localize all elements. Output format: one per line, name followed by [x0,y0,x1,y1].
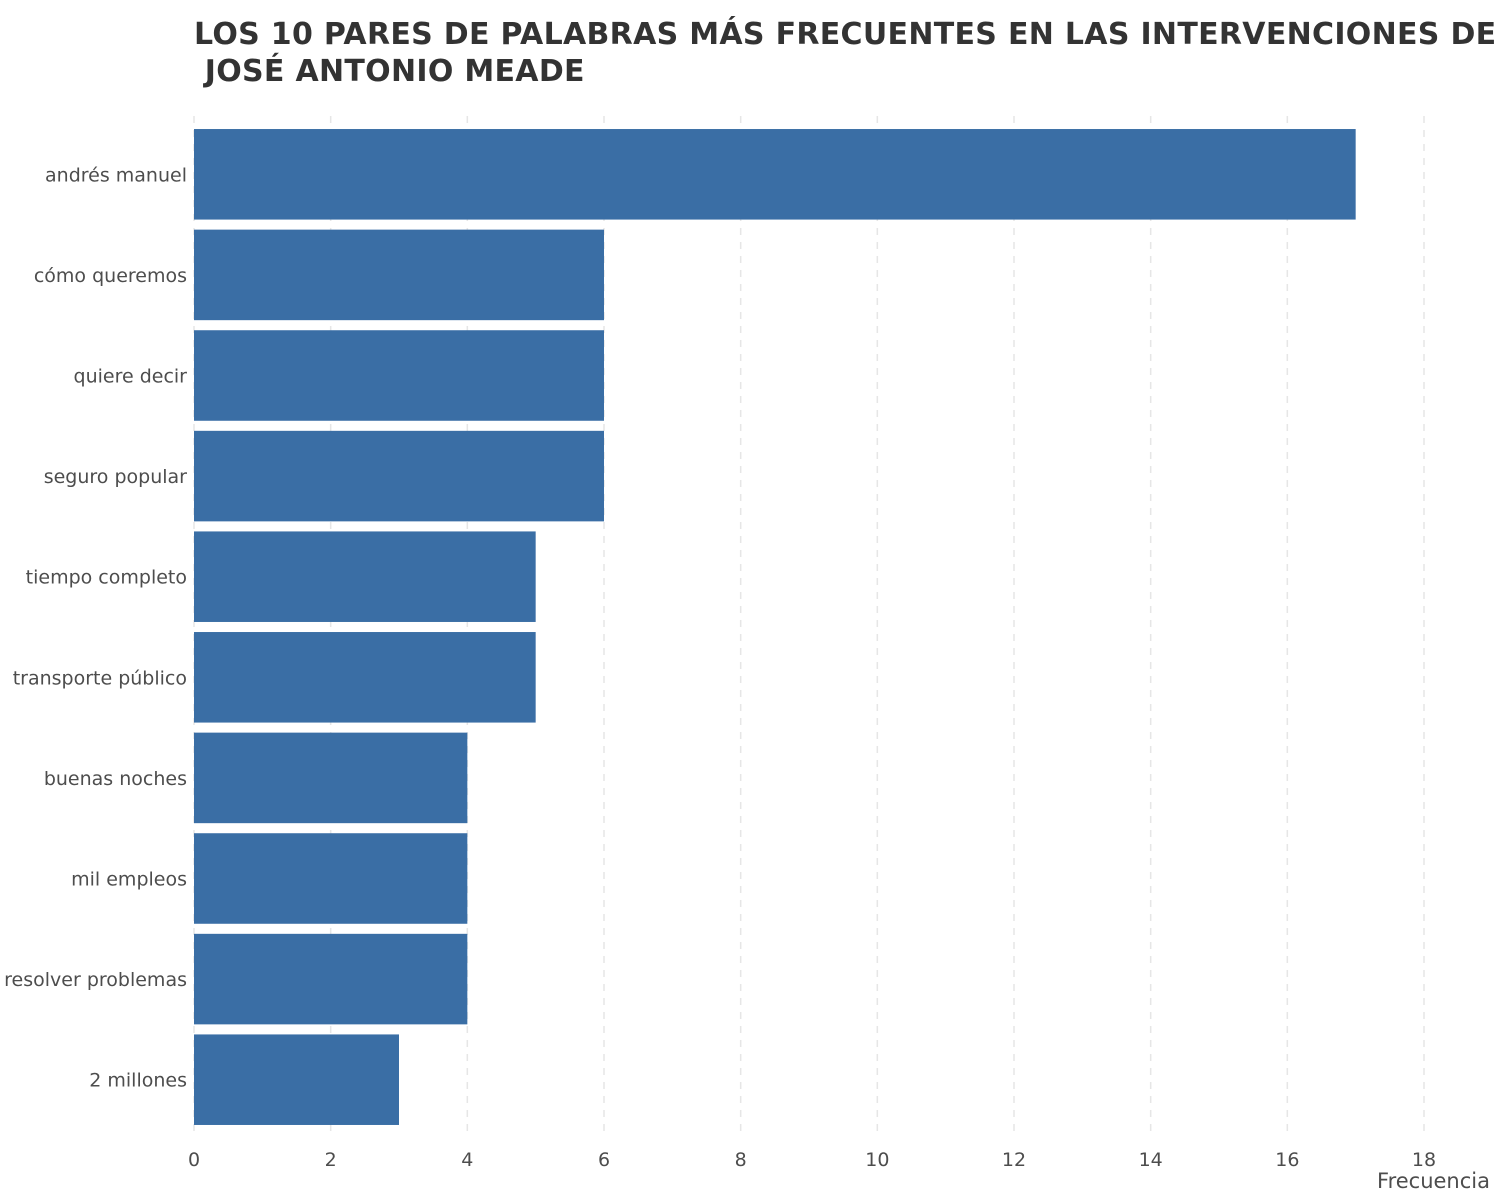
x-tick-label: 16 [1275,1149,1299,1171]
x-tick-label: 14 [1139,1149,1163,1171]
chart-title-line-2: JOSÉ ANTONIO MEADE [194,54,585,89]
x-tick-label: 2 [325,1149,337,1171]
chart-title-line-1: LOS 10 PARES DE PALABRAS MÁS FRECUENTES … [194,17,1497,52]
category-label: resolver problemas [4,969,187,991]
bar [194,1034,399,1125]
bars [194,129,1356,1125]
category-label: 2 millones [89,1070,187,1092]
category-label: mil empleos [71,869,187,891]
bar [194,330,604,421]
bar [194,732,468,824]
category-label: transporte público [13,667,187,689]
bar [194,531,536,622]
category-label: tiempo completo [26,567,187,589]
category-label: andrés manuel [45,164,187,186]
category-label: seguro popular [44,466,187,488]
chart-title: LOS 10 PARES DE PALABRAS MÁS FRECUENTES … [194,16,1497,90]
category-label: quiere decir [74,366,188,388]
x-tick-label: 0 [188,1149,200,1171]
bar [194,632,536,723]
x-tick-label: 12 [1002,1149,1026,1171]
category-label: cómo queremos [34,265,187,287]
category-labels: andrés manuel cómo queremos quiere decir se… [4,164,187,1091]
x-tick-labels: 0 2 4 6 8 10 12 14 16 18 [188,1149,1436,1171]
bar [194,129,1356,220]
x-tick-label: 10 [865,1149,889,1171]
bar [194,430,604,522]
category-label: buenas noches [44,768,187,790]
x-tick-label: 6 [598,1149,610,1171]
x-axis-title: Frecuencia [1377,1169,1490,1193]
bar [194,933,468,1025]
bar [194,833,468,924]
x-tick-label: 4 [461,1149,473,1171]
bar [194,229,604,321]
x-tick-label: 8 [735,1149,747,1171]
x-tick-label: 18 [1412,1149,1436,1171]
